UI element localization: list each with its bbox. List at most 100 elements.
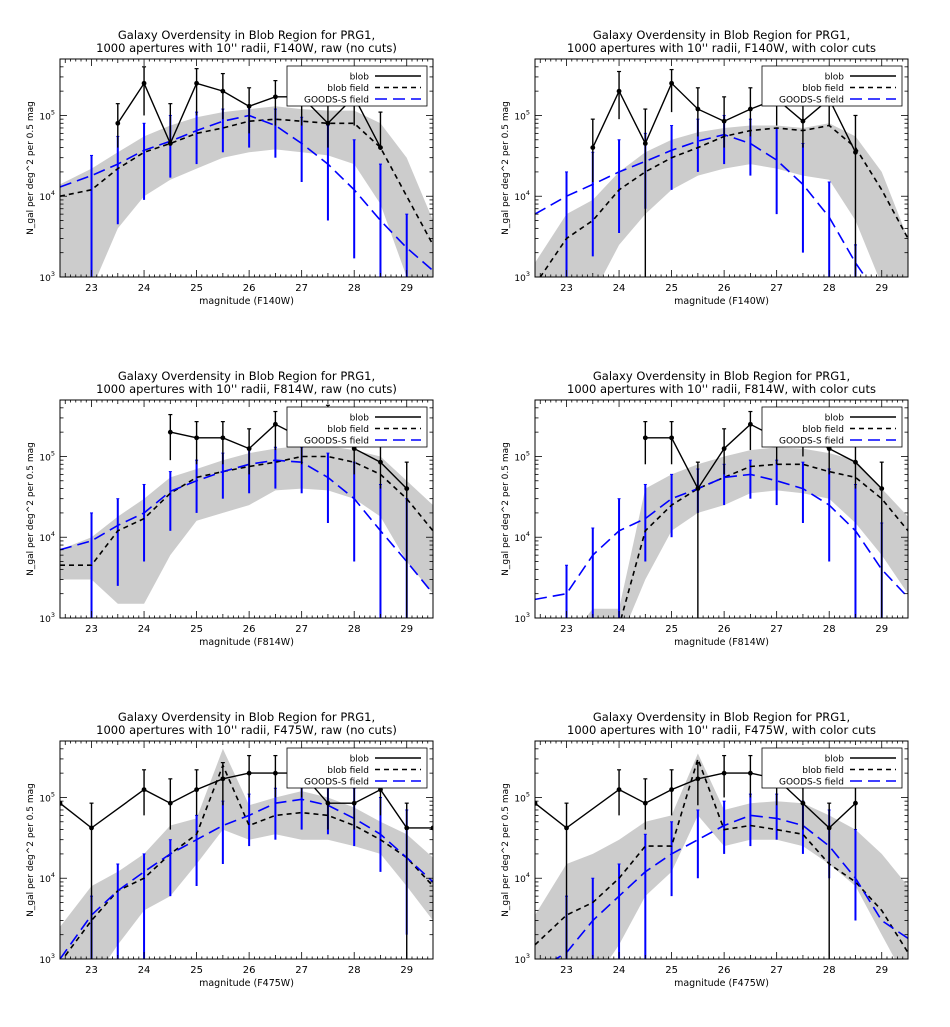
blob-point xyxy=(853,459,858,465)
axes-frame xyxy=(534,58,909,278)
chart-panel: 23 24 25 26 27 28 29 103 104 105 Galaxy Overdensit… xyxy=(26,710,434,989)
blob-point xyxy=(351,800,357,806)
x-tick-label: 29 xyxy=(400,965,413,976)
chart-title-line2: 1000 apertures with 10'' radii, F475W, w… xyxy=(567,723,876,737)
plot-area xyxy=(60,404,433,618)
blob-point xyxy=(246,103,252,109)
y-tick-label: 105 xyxy=(39,790,55,804)
plot-area xyxy=(535,68,908,277)
legend-label: blob xyxy=(825,73,845,83)
chart-panel: 23 24 25 26 27 28 29 103 104 105 Galaxy Overdensit… xyxy=(26,28,434,307)
chart-panel: 23 24 25 26 27 28 29 103 104 105 Galaxy Overdensit… xyxy=(501,369,909,648)
legend-label: GOODS-S field xyxy=(304,778,369,788)
x-axis-label: magnitude (F140W) xyxy=(199,296,294,307)
x-tick-label: 28 xyxy=(823,965,836,976)
blob-point xyxy=(721,118,727,124)
blob-point xyxy=(695,486,701,491)
scatter-band xyxy=(60,106,433,277)
chart-title-line2: 1000 apertures with 10'' radii, F814W, w… xyxy=(567,382,876,396)
x-tick-label: 29 xyxy=(400,283,413,294)
x-tick-label: 23 xyxy=(560,624,573,635)
blob-point xyxy=(272,421,278,427)
y-tick-label: 103 xyxy=(39,952,55,966)
chart-title-line1: Galaxy Overdensity in Blob Region for PR… xyxy=(593,369,850,383)
legend-label: GOODS-S field xyxy=(304,437,369,447)
axes-frame xyxy=(59,58,434,278)
blob-point xyxy=(220,776,226,782)
y-tick-label: 104 xyxy=(514,530,530,544)
chart-title-line2: 1000 apertures with 10'' radii, F814W, r… xyxy=(96,382,397,396)
x-tick-label: 28 xyxy=(823,283,836,294)
y-axis-label: N_gal per deg^2 per 0.5 mag xyxy=(501,101,511,235)
y-axis-label: N_gal per deg^2 per 0.5 mag xyxy=(501,783,511,917)
blob-point xyxy=(141,787,147,793)
legend-label: blob xyxy=(825,414,845,424)
axes-frame xyxy=(59,740,434,960)
x-tick-label: 27 xyxy=(770,965,783,976)
chart-title-line1: Galaxy Overdensity in Blob Region for PR… xyxy=(118,28,375,42)
y-tick-label: 104 xyxy=(39,530,55,544)
y-tick-label: 105 xyxy=(514,449,530,463)
y-tick-label: 103 xyxy=(514,611,530,625)
x-tick-label: 25 xyxy=(665,283,678,294)
x-tick-label: 26 xyxy=(243,283,256,294)
x-tick-label: 23 xyxy=(85,965,98,976)
blob-point xyxy=(351,446,357,452)
x-tick-label: 23 xyxy=(85,624,98,635)
blob-field-line xyxy=(535,756,908,954)
blob-point xyxy=(325,120,331,126)
y-tick-label: 103 xyxy=(514,270,530,284)
blob-point xyxy=(404,825,410,831)
plot-area xyxy=(535,410,908,618)
legend-label: blob xyxy=(825,755,845,765)
blob-point xyxy=(115,120,121,126)
chart-title-line2: 1000 apertures with 10'' radii, F475W, r… xyxy=(96,723,397,737)
x-tick-label: 25 xyxy=(190,283,203,294)
x-tick-label: 24 xyxy=(613,965,626,976)
blob-point xyxy=(642,141,648,146)
y-tick-label: 104 xyxy=(39,871,55,885)
blob-point xyxy=(695,776,701,782)
x-tick-label: 29 xyxy=(875,624,888,635)
blob-point xyxy=(220,88,226,94)
legend-label: blob field xyxy=(327,84,369,94)
scatter-band xyxy=(60,748,433,959)
x-tick-label: 28 xyxy=(348,283,361,294)
y-tick-label: 105 xyxy=(514,790,530,804)
blob-point xyxy=(747,106,753,112)
legend-label: GOODS-S field xyxy=(779,96,844,106)
blob-point xyxy=(246,446,252,452)
blob-point xyxy=(800,800,806,806)
x-axis-label: magnitude (F140W) xyxy=(674,296,769,307)
blob-point xyxy=(194,435,199,441)
x-tick-label: 29 xyxy=(875,965,888,976)
blob-point xyxy=(669,787,674,793)
x-axis-label: magnitude (F475W) xyxy=(674,978,769,989)
blob-point xyxy=(246,770,252,776)
y-tick-label: 103 xyxy=(39,270,55,284)
blob-point xyxy=(535,800,538,806)
x-tick-label: 25 xyxy=(665,624,678,635)
blob-point xyxy=(800,118,806,124)
y-tick-label: 104 xyxy=(514,871,530,885)
scatter-band xyxy=(535,123,908,277)
x-tick-label: 26 xyxy=(718,283,731,294)
blob-point xyxy=(642,435,648,441)
x-tick-label: 29 xyxy=(875,283,888,294)
x-tick-label: 24 xyxy=(613,283,626,294)
legend-label: blob xyxy=(350,755,370,765)
y-tick-label: 104 xyxy=(39,189,55,203)
scatter-band xyxy=(585,447,908,618)
scatter-band xyxy=(535,753,908,959)
x-axis-label: magnitude (F475W) xyxy=(199,978,294,989)
x-tick-label: 23 xyxy=(85,283,98,294)
goods-field-line xyxy=(60,798,433,959)
x-tick-label: 27 xyxy=(770,283,783,294)
x-tick-label: 25 xyxy=(190,624,203,635)
chart-title-line2: 1000 apertures with 10'' radii, F140W, r… xyxy=(96,41,397,55)
blob-point xyxy=(194,80,199,86)
